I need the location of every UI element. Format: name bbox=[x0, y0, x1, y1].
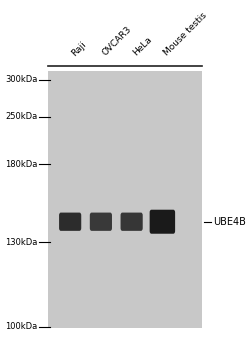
Text: Raji: Raji bbox=[70, 40, 88, 58]
Text: 300kDa: 300kDa bbox=[5, 75, 37, 84]
FancyBboxPatch shape bbox=[150, 210, 175, 234]
Text: 250kDa: 250kDa bbox=[5, 112, 37, 121]
FancyBboxPatch shape bbox=[121, 212, 143, 231]
Text: 100kDa: 100kDa bbox=[5, 322, 37, 331]
FancyBboxPatch shape bbox=[59, 212, 81, 231]
Text: HeLa: HeLa bbox=[132, 35, 154, 58]
Text: UBE4B: UBE4B bbox=[213, 217, 246, 227]
Text: OVCAR3: OVCAR3 bbox=[101, 25, 134, 58]
Text: 180kDa: 180kDa bbox=[5, 160, 37, 169]
Text: Mouse testis: Mouse testis bbox=[162, 11, 209, 58]
FancyBboxPatch shape bbox=[48, 71, 202, 328]
Text: 130kDa: 130kDa bbox=[5, 238, 37, 246]
FancyBboxPatch shape bbox=[90, 212, 112, 231]
